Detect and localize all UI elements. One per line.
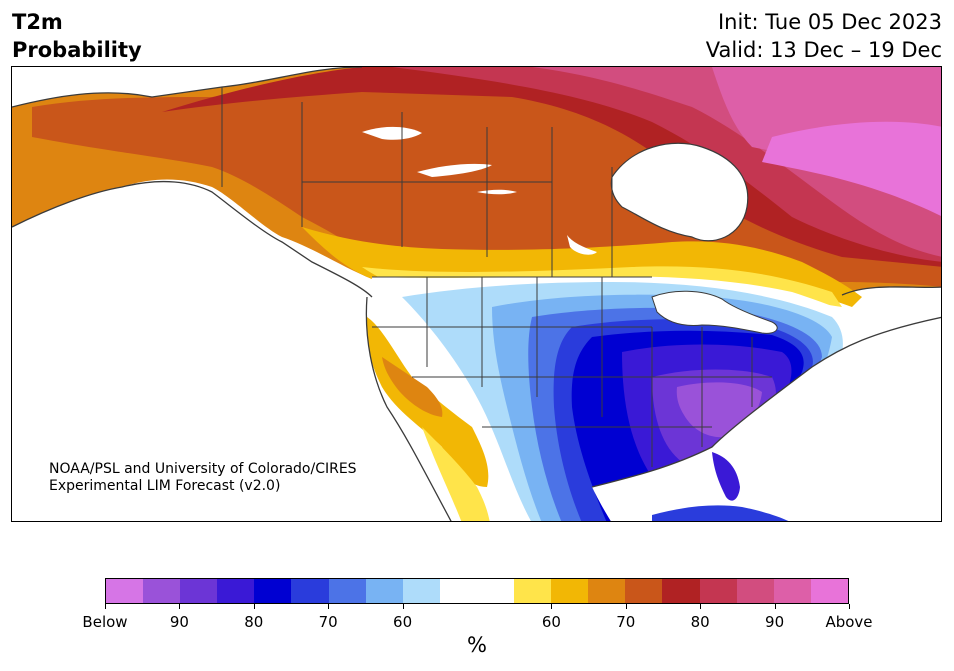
colorbar-segment — [736, 579, 774, 603]
colorbar-tick-mark — [849, 604, 850, 609]
colorbar-tick-mark — [328, 604, 330, 609]
colorbar-tick-mark — [774, 604, 776, 609]
colorbar-segment — [810, 579, 848, 603]
map-title: T2m Probability — [12, 8, 142, 64]
colorbar-segment — [291, 579, 329, 603]
southwest-orange — [382, 357, 443, 417]
colorbar-tick-mark — [700, 604, 702, 609]
warm-band-yellow — [302, 227, 862, 307]
colorbar-segment — [773, 579, 811, 603]
colorbar-tick-mark — [625, 604, 627, 609]
forecast-dates: Init: Tue 05 Dec 2023 Valid: 13 Dec – 19… — [706, 8, 942, 64]
colorbar-segment — [476, 579, 515, 603]
pacific-ocean-south — [12, 267, 451, 521]
title-line-1: T2m — [12, 10, 63, 34]
colorbar-segment — [439, 579, 477, 603]
colorbar-segment — [328, 579, 366, 603]
coastlines — [12, 67, 941, 521]
colorbar-segment — [217, 579, 255, 603]
colorbar-segment — [625, 579, 663, 603]
colorbar-tick-label: 70 — [616, 613, 636, 631]
source-credit: NOAA/PSL and University of Colorado/CIRE… — [49, 461, 357, 495]
colorbar-tick-label: Above — [825, 613, 873, 631]
colorbar-segment — [662, 579, 700, 603]
valid-date: Valid: 13 Dec – 19 Dec — [705, 38, 942, 62]
colorbar-segment — [106, 579, 144, 603]
colorbar-tick-mark — [402, 604, 404, 609]
cuba — [652, 505, 789, 521]
colorbar-tick-mark — [551, 604, 553, 609]
colorbar-tick-mark — [105, 604, 106, 609]
colorbar-segment — [180, 579, 218, 603]
colorbar-tick-label: 80 — [244, 613, 264, 631]
probability-colorbar — [105, 578, 849, 604]
title-line-2: Probability — [12, 38, 142, 62]
colorbar-segment — [699, 579, 737, 603]
colorbar-segment — [514, 579, 552, 603]
map-canvas — [12, 67, 941, 521]
great-bear-lake — [362, 126, 422, 140]
warm-band-violet — [762, 121, 941, 217]
colorbar-tick-mark — [179, 604, 181, 609]
colorbar-segment — [551, 579, 589, 603]
credit-line-2: Experimental LIM Forecast (v2.0) — [49, 478, 281, 494]
political-borders — [221, 87, 772, 467]
mexico-yellow — [422, 427, 490, 521]
colorbar-segment — [402, 579, 440, 603]
atlantic-gulf-ocean — [592, 317, 941, 521]
colorbar-tick-label: 70 — [318, 613, 338, 631]
colorbar-tick-label: 80 — [690, 613, 710, 631]
colorbar-tick-label: 90 — [765, 613, 785, 631]
great-lakes — [651, 290, 778, 334]
colorbar-segment — [254, 579, 292, 603]
credit-line-1: NOAA/PSL and University of Colorado/CIRE… — [49, 461, 357, 477]
colorbar-segment — [143, 579, 181, 603]
lake-winnipeg — [567, 235, 597, 255]
colorbar-segment — [365, 579, 403, 603]
colorbar-unit: % — [467, 633, 487, 657]
colorbar-tick-mark — [253, 604, 255, 609]
hudson-bay — [610, 142, 749, 242]
init-date: Init: Tue 05 Dec 2023 — [717, 10, 942, 34]
colorbar-tick-label: 60 — [541, 613, 561, 631]
great-slave-lake — [417, 163, 492, 177]
forecast-map — [11, 66, 942, 522]
florida — [712, 452, 740, 501]
colorbar-tick-label: 90 — [169, 613, 189, 631]
colorbar-tick-label: Below — [82, 613, 128, 631]
colorbar-segment — [588, 579, 626, 603]
colorbar-tick-label: 60 — [393, 613, 413, 631]
